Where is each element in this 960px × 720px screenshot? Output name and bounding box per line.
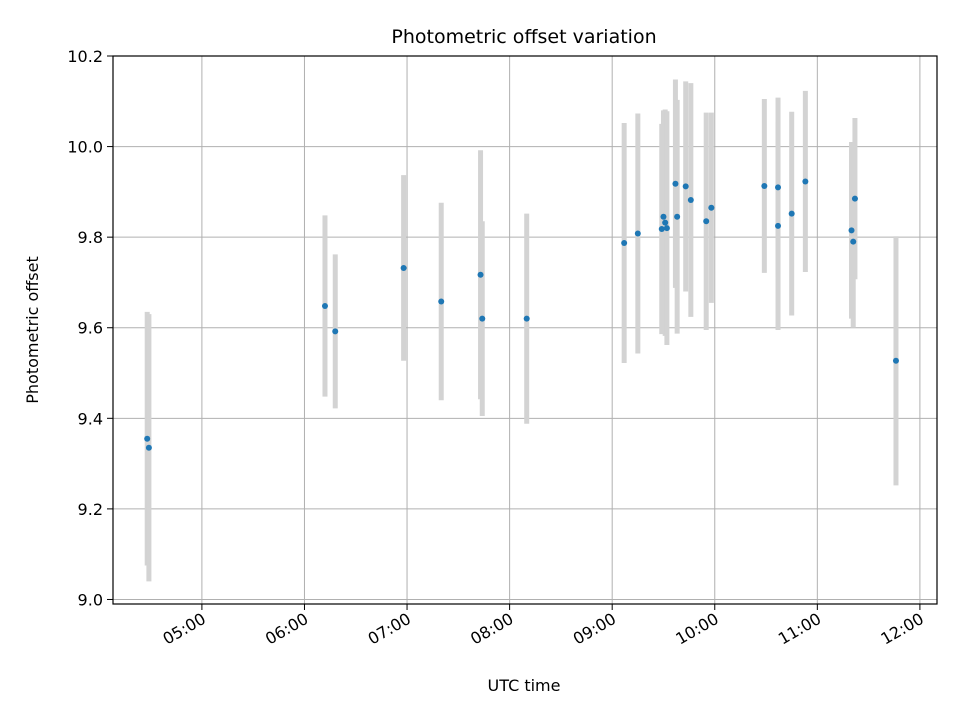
data-point bbox=[400, 264, 407, 271]
data-point bbox=[687, 197, 694, 204]
x-tick-label: 06:00 bbox=[262, 609, 311, 649]
x-tick-label: 10:00 bbox=[672, 609, 721, 649]
x-tick-label: 07:00 bbox=[365, 609, 414, 649]
y-tick-label: 9.2 bbox=[78, 500, 103, 519]
data-point bbox=[621, 240, 628, 247]
data-point bbox=[848, 227, 855, 234]
data-point bbox=[523, 315, 530, 322]
data-point bbox=[674, 213, 681, 220]
data-point bbox=[332, 328, 339, 335]
data-point bbox=[663, 225, 670, 232]
x-tick-label: 08:00 bbox=[467, 609, 516, 649]
data-point bbox=[682, 183, 689, 190]
data-point bbox=[851, 195, 858, 202]
y-axis-ticks: 9.0 9.2 9.4 9.6 9.8 10.0 10.2 bbox=[67, 47, 113, 609]
y-tick-label: 9.4 bbox=[78, 409, 103, 428]
x-tick-label: 11:00 bbox=[775, 609, 824, 649]
data-point bbox=[672, 180, 679, 187]
data-point bbox=[321, 302, 328, 309]
x-axis-ticks: 05:00 06:00 07:00 08:00 09:00 10:00 11:00 12:00 bbox=[159, 604, 927, 649]
data-point bbox=[708, 204, 715, 211]
data-point bbox=[144, 435, 151, 442]
data-point bbox=[703, 218, 710, 225]
y-tick-label: 10.2 bbox=[67, 47, 103, 66]
plot-frame bbox=[112, 55, 938, 605]
data-points bbox=[144, 178, 899, 451]
chart-title: Photometric offset variation bbox=[391, 26, 656, 48]
data-point bbox=[634, 230, 641, 237]
data-point bbox=[145, 444, 152, 451]
error-bars bbox=[144, 79, 899, 582]
data-point bbox=[479, 315, 486, 322]
x-tick-label: 09:00 bbox=[570, 609, 619, 649]
data-point bbox=[850, 238, 857, 245]
data-point bbox=[802, 178, 809, 185]
x-tick-label: 12:00 bbox=[877, 609, 926, 649]
y-tick-label: 9.8 bbox=[78, 228, 103, 247]
data-point bbox=[788, 210, 795, 217]
data-point bbox=[438, 298, 445, 305]
data-point bbox=[658, 226, 665, 233]
y-tick-label: 9.6 bbox=[78, 319, 103, 338]
data-point bbox=[775, 222, 782, 229]
data-point bbox=[775, 184, 782, 191]
y-tick-label: 10.0 bbox=[67, 138, 103, 157]
x-axis-label: UTC time bbox=[488, 676, 561, 695]
y-tick-label: 9.0 bbox=[78, 590, 103, 609]
data-point bbox=[761, 182, 768, 189]
data-point bbox=[662, 219, 669, 226]
x-tick-label: 05:00 bbox=[159, 609, 208, 649]
data-point bbox=[660, 213, 667, 220]
data-point bbox=[477, 271, 484, 278]
data-point bbox=[892, 357, 899, 364]
y-axis-label: Photometric offset bbox=[23, 256, 42, 404]
